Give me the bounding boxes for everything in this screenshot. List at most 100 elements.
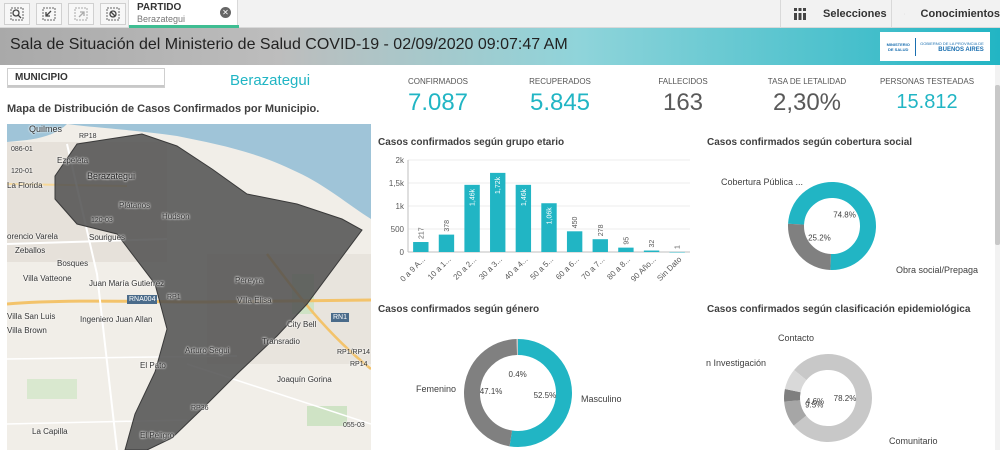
slice-name-label: Contacto xyxy=(778,333,814,343)
vertical-scrollbar[interactable] xyxy=(995,65,1000,450)
y-tick-label: 500 xyxy=(391,225,405,234)
bar-value-label: 1,46k xyxy=(521,188,528,206)
map-label: Villa Brown xyxy=(7,326,47,335)
bar xyxy=(669,251,685,253)
donut-slice xyxy=(784,388,801,402)
logo-divider xyxy=(914,37,916,56)
insights-icon xyxy=(904,13,905,15)
bar xyxy=(541,203,557,252)
epi-donut-chart[interactable]: 78.2% Comunitario 9.5% En Investigación 4.6%… xyxy=(706,320,996,450)
step-back-icon[interactable] xyxy=(36,3,62,25)
x-tick-label: 90 Año... xyxy=(629,255,658,284)
map-label: Villa Vatteone xyxy=(23,274,72,283)
kpi-tasa-letalidad: TASA DE LETALIDAD 2,30% xyxy=(762,77,852,117)
kpi-confirmados: CONFIRMADOS 7.087 xyxy=(403,77,473,117)
map-label: Transradio xyxy=(262,337,300,346)
donut-slice xyxy=(464,339,518,447)
bar-value-label: 95 xyxy=(623,237,630,245)
x-tick-label: 0 a 9 A... xyxy=(398,255,427,284)
map-label: Arturo Segui xyxy=(185,346,230,355)
slice-percent-label: 78.2% xyxy=(834,394,857,403)
age-bar-chart[interactable]: 0 500 1k 1,5k 2k 217 0 a 9 A... 378 10 a 1... 1,4… xyxy=(378,152,698,292)
bar-value-label: 1 xyxy=(675,245,682,249)
close-icon[interactable]: ✕ xyxy=(220,7,231,18)
bar-value-label: 378 xyxy=(444,220,451,232)
kpi-label: FALLECIDOS xyxy=(658,77,708,86)
slice-name-label: Femenino xyxy=(416,384,456,394)
bar-value-label: 1,72k xyxy=(495,176,502,194)
map-label: La Capilla xyxy=(32,427,68,436)
partido-filter-tab[interactable]: PARTIDO Berazategui ✕ xyxy=(128,0,239,28)
map-label: RP1 xyxy=(167,294,181,301)
map-label: La Florida xyxy=(7,181,43,190)
clear-selections-icon[interactable] xyxy=(100,3,126,25)
municipio-label: MUNICIPIO xyxy=(15,72,68,83)
bar xyxy=(618,247,634,252)
map-label: Hudson xyxy=(162,212,190,221)
scrollbar-thumb[interactable] xyxy=(995,85,1000,245)
bar xyxy=(515,184,532,252)
age-chart-title: Casos confirmados según grupo etario xyxy=(378,137,565,148)
bar-value-label: 450 xyxy=(572,217,579,229)
slice-percent-label: 52.5% xyxy=(534,391,557,400)
insights-button[interactable]: Conocimientos xyxy=(891,0,1000,28)
road-badge: RN1 xyxy=(331,313,350,322)
donut-slice xyxy=(784,369,807,393)
map-label: City Bell xyxy=(287,320,317,329)
header-banner: Sala de Situación del Ministerio de Salu… xyxy=(0,28,1000,65)
selections-icon xyxy=(794,8,806,20)
smart-search-icon[interactable] xyxy=(4,3,30,25)
map-label: Plátanos xyxy=(119,201,151,210)
map-label: Villa Elisa xyxy=(237,296,272,305)
map-label: Ezpeleta xyxy=(57,156,89,165)
bar-value-label: 32 xyxy=(649,240,656,248)
map-label: Quilmes xyxy=(29,124,63,134)
page-title: Sala de Situación del Ministerio de Salu… xyxy=(10,36,568,53)
logo-brand-text: BUENOS AIRES xyxy=(938,46,984,53)
kpi-value: 15.812 xyxy=(896,91,958,113)
map-label: Ingeniero Juan Allan xyxy=(80,315,153,324)
bar-value-label: 217 xyxy=(418,227,425,239)
x-tick-label: 40 a 4... xyxy=(503,255,530,282)
map-label: Bosques xyxy=(57,259,89,268)
ministry-logo: MINISTERIO DE SALUD GOBIERNO DE LA PROVI… xyxy=(880,32,990,61)
distribution-map[interactable]: Quilmes RP18 086-01 Ezpeleta 120-01 Bera… xyxy=(7,124,371,450)
map-label: El Peligro xyxy=(140,431,175,440)
map-label: 120-01 xyxy=(11,168,33,175)
slice-percent-label: 25.2% xyxy=(808,233,831,242)
bar xyxy=(438,234,455,252)
coverage-chart-title: Casos confirmados según cobertura social xyxy=(707,137,913,148)
kpi-label: RECUPERADOS xyxy=(529,77,591,86)
slice-percent-label: 4.6% xyxy=(806,397,824,406)
top-toolbar: PARTIDO Berazategui ✕ Selecciones Conoci… xyxy=(0,0,1000,28)
kpi-value: 5.845 xyxy=(529,89,591,116)
map-label: Pereyra xyxy=(235,276,264,285)
x-tick-label: 10 a 1... xyxy=(426,255,453,282)
gender-donut-chart[interactable]: 52.5% Masculino 47.1% Femenino 0.4% xyxy=(378,320,698,450)
selections-button[interactable]: Selecciones xyxy=(780,0,890,28)
map-label: RP1/RP14 xyxy=(337,349,371,356)
municipio-filter[interactable]: MUNICIPIO xyxy=(7,68,165,88)
y-tick-label: 1,5k xyxy=(389,179,405,188)
gender-chart-title: Casos confirmados según género xyxy=(378,304,540,315)
map-label: 086-01 xyxy=(11,146,33,153)
x-tick-label: 60 a 6... xyxy=(554,255,581,282)
slice-name-label: Masculino xyxy=(581,394,622,404)
map-label: Villa San Luis xyxy=(7,312,56,321)
donut-slice xyxy=(788,223,832,270)
slice-percent-label: 9.5% xyxy=(805,400,823,409)
slice-name-label: Obra social/Prepaga xyxy=(896,265,978,275)
map-label: RP14 xyxy=(350,361,368,368)
bar-value-label: 1,46k xyxy=(470,188,477,206)
coverage-donut-chart[interactable]: 74.8% Obra social/Prepaga 25.2% Cobertura P… xyxy=(706,152,996,292)
bar-value-label: 1,06k xyxy=(547,207,554,225)
map-label: El Pato xyxy=(140,361,166,370)
kpi-label: PERSONAS TESTEADAS xyxy=(879,77,975,86)
bar xyxy=(464,184,480,252)
slice-name-label: Cobertura Pública ... xyxy=(721,177,803,187)
step-forward-icon[interactable] xyxy=(68,3,94,25)
slice-name-label: Comunitario xyxy=(889,436,938,446)
map-label: RP18 xyxy=(79,133,97,140)
y-tick-label: 1k xyxy=(396,202,405,211)
x-tick-label: 20 a 2... xyxy=(452,255,479,282)
